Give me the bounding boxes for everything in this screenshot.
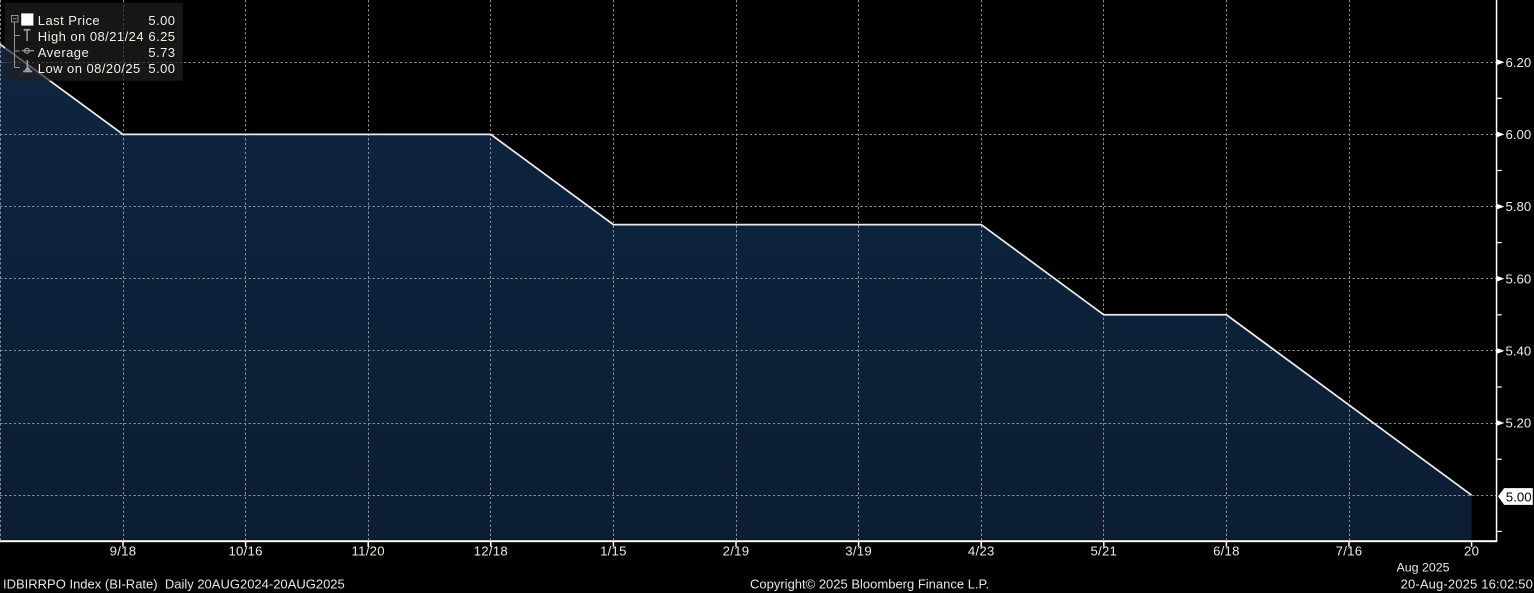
svg-text:4/23: 4/23: [968, 544, 995, 559]
svg-text:9/18: 9/18: [110, 544, 137, 559]
svg-text:5.20: 5.20: [1506, 416, 1532, 431]
svg-text:Average: Average: [38, 45, 89, 60]
svg-text:5.00: 5.00: [148, 13, 175, 28]
svg-text:6.00: 6.00: [1506, 127, 1532, 142]
svg-text:5.80: 5.80: [1506, 199, 1532, 214]
svg-text:3/19: 3/19: [845, 544, 872, 559]
svg-text:5.40: 5.40: [1506, 344, 1532, 359]
svg-text:High on 08/21/24: High on 08/21/24: [38, 29, 144, 44]
svg-text:11/20: 11/20: [352, 544, 385, 559]
svg-text:10/16: 10/16: [228, 544, 262, 559]
svg-text:1/15: 1/15: [600, 544, 627, 559]
svg-text:6.20: 6.20: [1506, 55, 1532, 70]
svg-text:20-Aug-2025 16:02:50: 20-Aug-2025 16:02:50: [1401, 576, 1533, 591]
svg-text:5.00: 5.00: [148, 61, 175, 76]
svg-text:Copyright© 2025 Bloomberg Fina: Copyright© 2025 Bloomberg Finance L.P.: [750, 576, 989, 591]
svg-text:Low on 08/20/25: Low on 08/20/25: [38, 61, 141, 76]
svg-text:5/21: 5/21: [1090, 544, 1117, 559]
svg-text:6/18: 6/18: [1213, 544, 1240, 559]
svg-text:Last Price: Last Price: [38, 13, 100, 28]
svg-text:5.73: 5.73: [148, 45, 175, 60]
svg-text:6.25: 6.25: [148, 29, 175, 44]
svg-text:5.00: 5.00: [1506, 489, 1532, 504]
svg-text:5.60: 5.60: [1506, 271, 1532, 286]
svg-text:20: 20: [1464, 544, 1479, 559]
svg-text:2/19: 2/19: [723, 544, 750, 559]
svg-text:12/18: 12/18: [474, 544, 508, 559]
svg-text:IDBIRRPO Index (BI-Rate) Dail: IDBIRRPO Index (BI-Rate) Daily 20AUG2024…: [3, 576, 345, 591]
svg-text:Aug 2025: Aug 2025: [1396, 561, 1449, 575]
svg-text:7/16: 7/16: [1336, 544, 1363, 559]
